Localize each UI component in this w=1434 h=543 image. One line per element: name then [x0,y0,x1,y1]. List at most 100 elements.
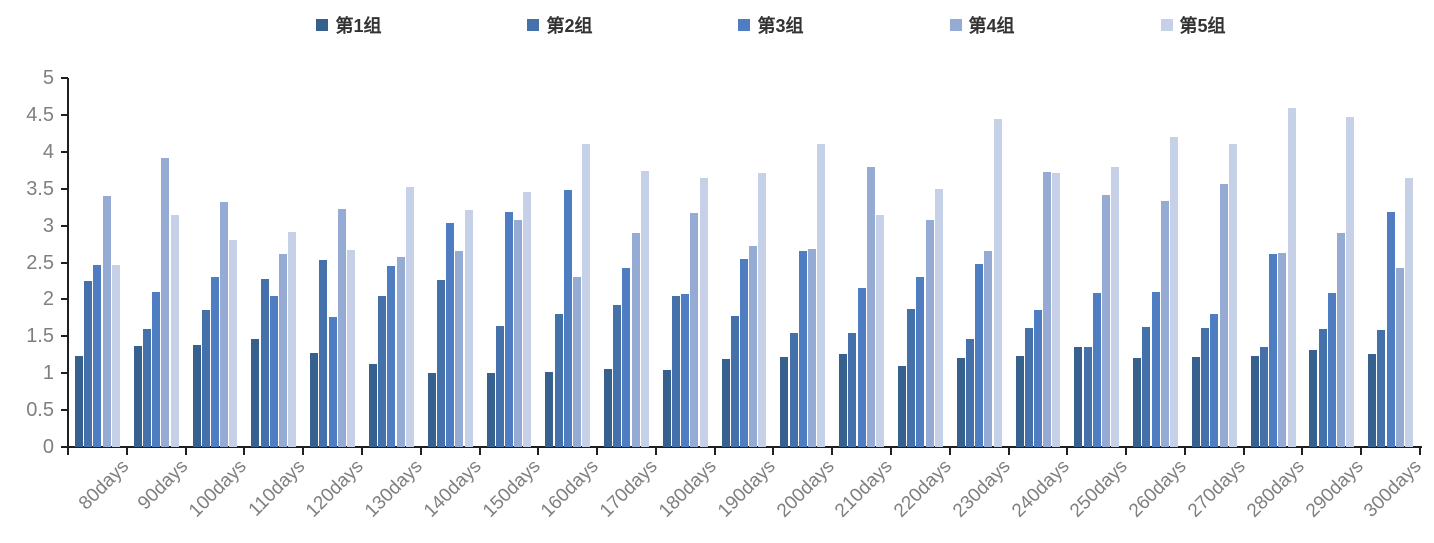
bar-s5-170days [640,171,649,447]
bar-s2-170days [613,305,622,447]
bar-s1-240days [1015,356,1024,447]
x-tick-label: 100days [184,456,251,522]
bar-s4-220days [925,220,934,447]
y-tick-label: 1 [42,362,54,385]
bar-s5-200days [817,143,826,447]
x-axis-tick [419,448,422,455]
bar-s4-120days [337,209,346,447]
y-axis-tick [61,446,68,448]
bar-s3-270days [1210,314,1219,447]
bar-s4-270days [1219,184,1228,447]
bar-s3-230days [975,264,984,447]
bar-s3-170days [622,268,631,447]
y-tick-label: 2.5 [26,251,54,274]
bar-s4-110days [278,254,287,447]
legend-item-5: 第5组 [1160,12,1226,38]
bar-s2-90days [143,328,151,447]
x-axis-tick [890,448,892,455]
x-axis-tick [478,448,481,455]
y-tick-label: 2 [42,288,54,311]
x-tick-label: 220days [890,456,956,522]
bar-s4-250days [1101,195,1110,447]
y-axis-tick [61,77,68,79]
bar-s5-160days [582,144,591,447]
bar-s1-300days [1368,354,1377,447]
bar-s1-290days [1309,350,1318,447]
x-tick-label: 110days [244,456,310,521]
bar-s3-210days [857,288,866,447]
x-tick-label: 230days [948,456,1015,522]
bar-s2-280days [1259,346,1268,447]
bar-s2-100days [201,309,210,447]
bar-s2-80days [84,281,93,447]
y-tick-label: 0 [42,436,54,458]
bar-s3-200days [798,251,807,447]
legend-label: 第2组 [546,16,593,36]
bar-s2-300days [1377,330,1386,447]
x-tick-label: 270days [1184,456,1250,522]
y-axis-tick [61,335,68,338]
x-axis-tick [772,448,775,455]
bar-s4-100days [220,202,229,447]
bar-s5-100days [229,240,238,447]
bar-s1-130days [368,363,377,447]
bar-s1-210days [839,354,848,447]
legend-swatch-icon [949,19,962,31]
bar-s1-80days [75,355,83,447]
bar-s5-210days [876,215,884,447]
bar-s2-230days [965,338,974,447]
x-tick-label: 160days [537,456,604,522]
x-axis-line [67,446,1422,448]
bar-s3-290days [1327,292,1336,447]
bar-s4-300days [1395,268,1404,447]
bar-s1-110days [251,339,260,447]
y-axis-tick [61,224,68,227]
x-tick-label: 170days [596,456,662,522]
bar-s4-210days [866,167,875,447]
legend-swatch-icon [1160,19,1173,31]
bar-s5-250days [1111,166,1120,447]
x-axis-tick [537,448,540,455]
x-tick-label: 210days [831,456,898,522]
bar-s4-180days [690,213,699,447]
bar-s1-180days [662,369,671,447]
bar-s5-280days [1287,107,1296,447]
bar-s4-170days [631,233,640,447]
y-axis-line [67,78,69,448]
bar-s4-80days [102,196,111,447]
x-tick-label: 130days [361,456,427,522]
bar-s5-130days [405,187,414,447]
bar-s3-190days [740,258,748,447]
y-tick-label: 3.5 [26,177,54,200]
x-axis-tick [831,448,834,455]
x-axis-tick [1007,448,1010,455]
bar-s1-160days [545,371,554,447]
bar-s2-190days [730,316,739,447]
x-tick-label: 200days [772,456,839,522]
bar-s1-190days [721,359,730,447]
x-axis-tick [1066,448,1069,455]
bar-s3-80days [93,264,102,447]
bar-s1-220days [898,365,906,447]
bar-s5-80days [111,264,120,447]
x-tick-label: 150days [478,456,545,522]
bar-s5-270days [1228,144,1237,447]
bar-s4-280days [1278,252,1287,447]
legend-label: 第3组 [757,16,804,36]
bar-s4-150days [514,219,523,447]
bar-s5-220days [934,188,943,447]
bar-s1-200days [780,357,789,447]
y-axis-tick [61,409,68,412]
legend-item-4: 第4组 [949,12,1015,38]
bar-s2-220days [907,309,916,447]
bar-s2-260days [1142,326,1151,447]
x-tick-label: 180days [655,456,721,522]
bar-s3-250days [1092,292,1101,447]
bar-s3-150days [504,211,513,447]
bar-s2-120days [319,260,328,447]
y-tick-label: 0.5 [26,399,54,422]
bar-s3-300days [1386,212,1395,447]
chart-legend: 第1组 第2组 第3组 第4组 第5组 [108,12,1434,38]
x-tick-label: 120days [302,456,368,522]
x-axis-tick [596,448,598,455]
